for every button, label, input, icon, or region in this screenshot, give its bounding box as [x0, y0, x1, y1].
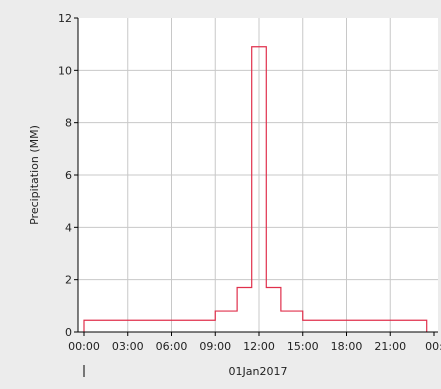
y-tick-label: 10: [58, 64, 72, 77]
series-layer: [83, 46, 428, 332]
x-tick-label: 03:00: [112, 340, 144, 353]
x-tick-label: 00:: [425, 340, 441, 353]
y-tick-label: 4: [65, 221, 72, 234]
precipitation-series-line: [83, 46, 428, 332]
x-tick-label: 18:00: [331, 340, 363, 353]
y-tick-label: 2: [65, 274, 72, 287]
x-tick-label: 15:00: [287, 340, 319, 353]
y-axis-label: Precipitation (MM): [28, 125, 41, 225]
y-tick-label: 8: [65, 117, 72, 130]
y-tick-label: 0: [65, 326, 72, 339]
y-tick-label: 12: [58, 12, 72, 25]
x-tick-label: 12:00: [243, 340, 275, 353]
grid: [78, 18, 438, 332]
y-tick-label: 6: [65, 169, 72, 182]
x-tick-label: 21:00: [374, 340, 406, 353]
x-ticks: 00:00 03:00 06:00 09:00 12:00 15:00 18:00 21:00…: [68, 332, 441, 353]
x-tick-label: 06:00: [156, 340, 188, 353]
x-tick-label: 09:00: [199, 340, 231, 353]
y-ticks: 0 2 4 6 8 10 12: [58, 12, 78, 339]
x-tick-label: 00:00: [68, 340, 100, 353]
date-label: 01Jan2017: [229, 365, 288, 378]
